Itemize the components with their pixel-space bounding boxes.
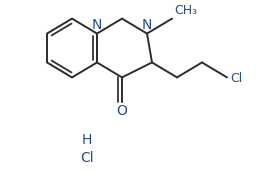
Text: Cl: Cl [230, 72, 242, 85]
Text: N: N [92, 18, 102, 32]
Text: O: O [116, 104, 127, 118]
Text: H: H [82, 133, 92, 147]
Text: N: N [142, 18, 152, 32]
Text: CH₃: CH₃ [174, 4, 197, 17]
Text: Cl: Cl [80, 151, 94, 165]
